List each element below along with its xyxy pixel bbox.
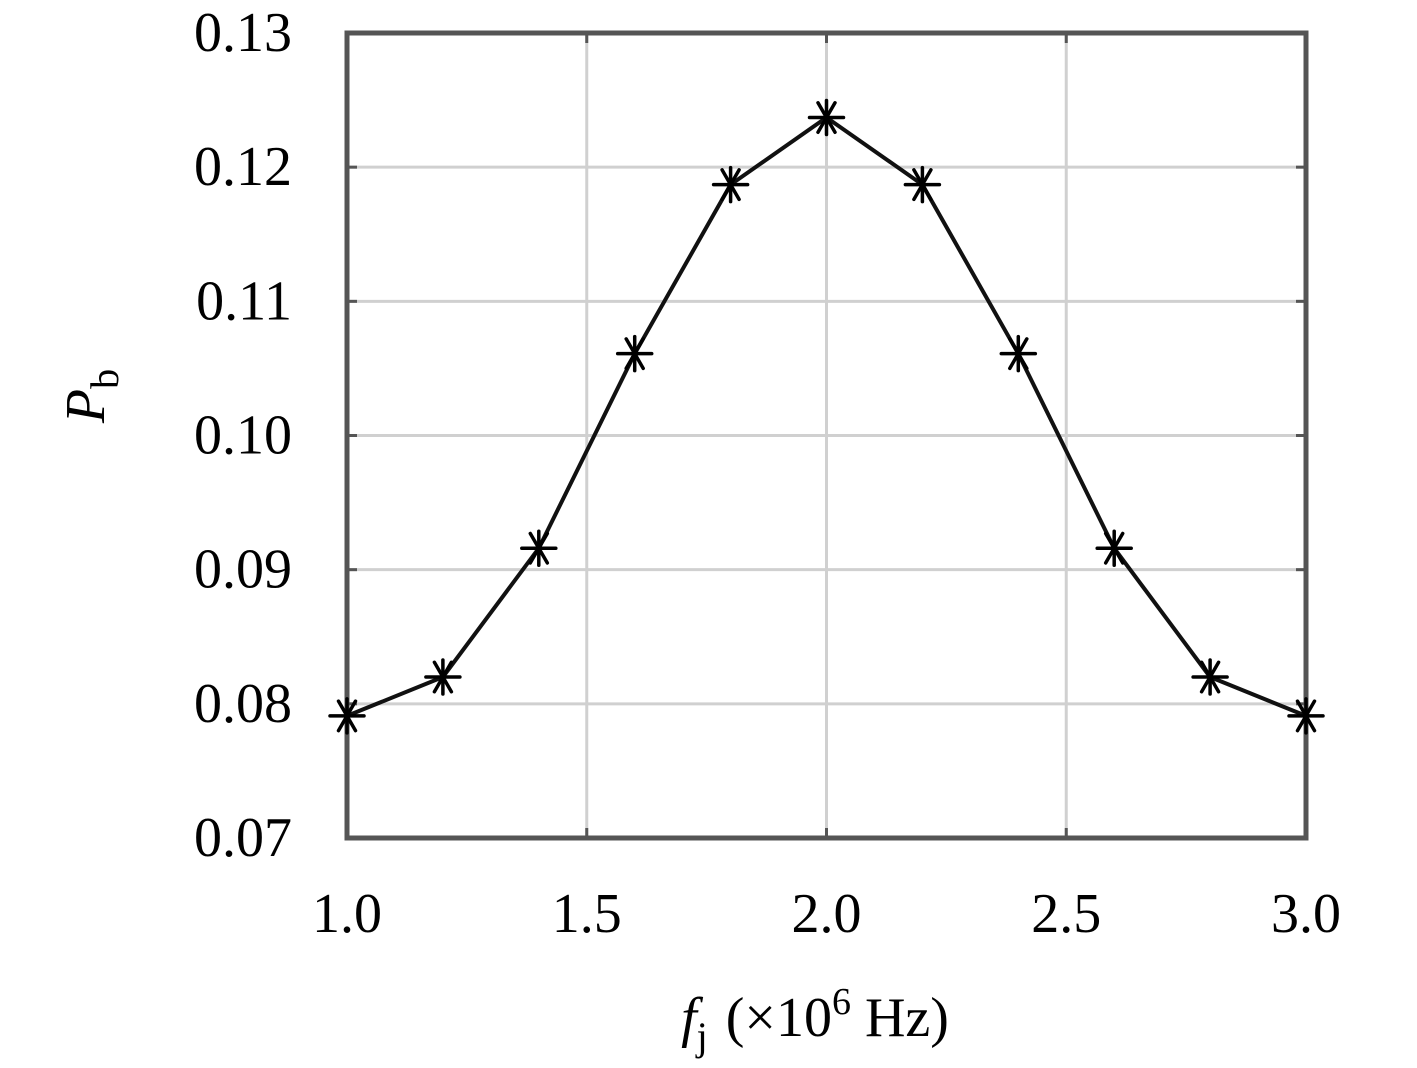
x-axis-exponent: 6: [832, 981, 851, 1023]
data-point-marker: [711, 165, 750, 204]
data-point-marker: [520, 529, 558, 567]
y-tick-label: 0.10: [194, 405, 292, 467]
y-axis-label: Pb: [55, 369, 127, 424]
y-tick-label: 0.08: [194, 673, 292, 735]
x-tick-label: 1.0: [312, 883, 382, 945]
x-tick-label: 1.5: [552, 883, 622, 945]
data-point-marker: [903, 165, 942, 204]
data-point-marker: [615, 334, 654, 373]
y-tick-label: 0.12: [194, 136, 292, 198]
y-tick-label: 0.13: [194, 2, 292, 64]
y-tick-label: 0.09: [194, 539, 292, 601]
x-tick-labels: 1.0 1.5 2.0 2.5 3.0: [312, 883, 1341, 945]
x-tick-label: 3.0: [1271, 883, 1341, 945]
x-tick-label: 2.5: [1031, 883, 1101, 945]
x-tick-label: 2.0: [792, 883, 862, 945]
x-axis-unit-suffix: Hz): [851, 987, 949, 1049]
x-axis-label: fj (×106 Hz): [681, 981, 949, 1059]
grid-lines: [347, 33, 1306, 838]
data-point-marker: [1191, 658, 1229, 696]
x-axis-subscript: j: [695, 1014, 708, 1059]
data-point-marker: [424, 658, 462, 696]
data-point-marker: [1287, 697, 1325, 735]
data-point-marker: [807, 98, 846, 137]
y-tick-label: 0.11: [196, 270, 292, 332]
series-group: [328, 98, 1325, 735]
y-axis-subscript: b: [82, 369, 127, 389]
x-axis-unit-prefix: (×10: [726, 987, 832, 1049]
y-tick-labels: 0.07 0.08 0.09 0.10 0.11 0.12 0.13: [194, 2, 292, 869]
y-axis-symbol: P: [55, 389, 117, 424]
data-point-marker: [999, 334, 1038, 373]
data-point-marker: [1095, 529, 1133, 567]
y-tick-label: 0.07: [194, 807, 292, 869]
data-point-marker: [328, 697, 366, 735]
